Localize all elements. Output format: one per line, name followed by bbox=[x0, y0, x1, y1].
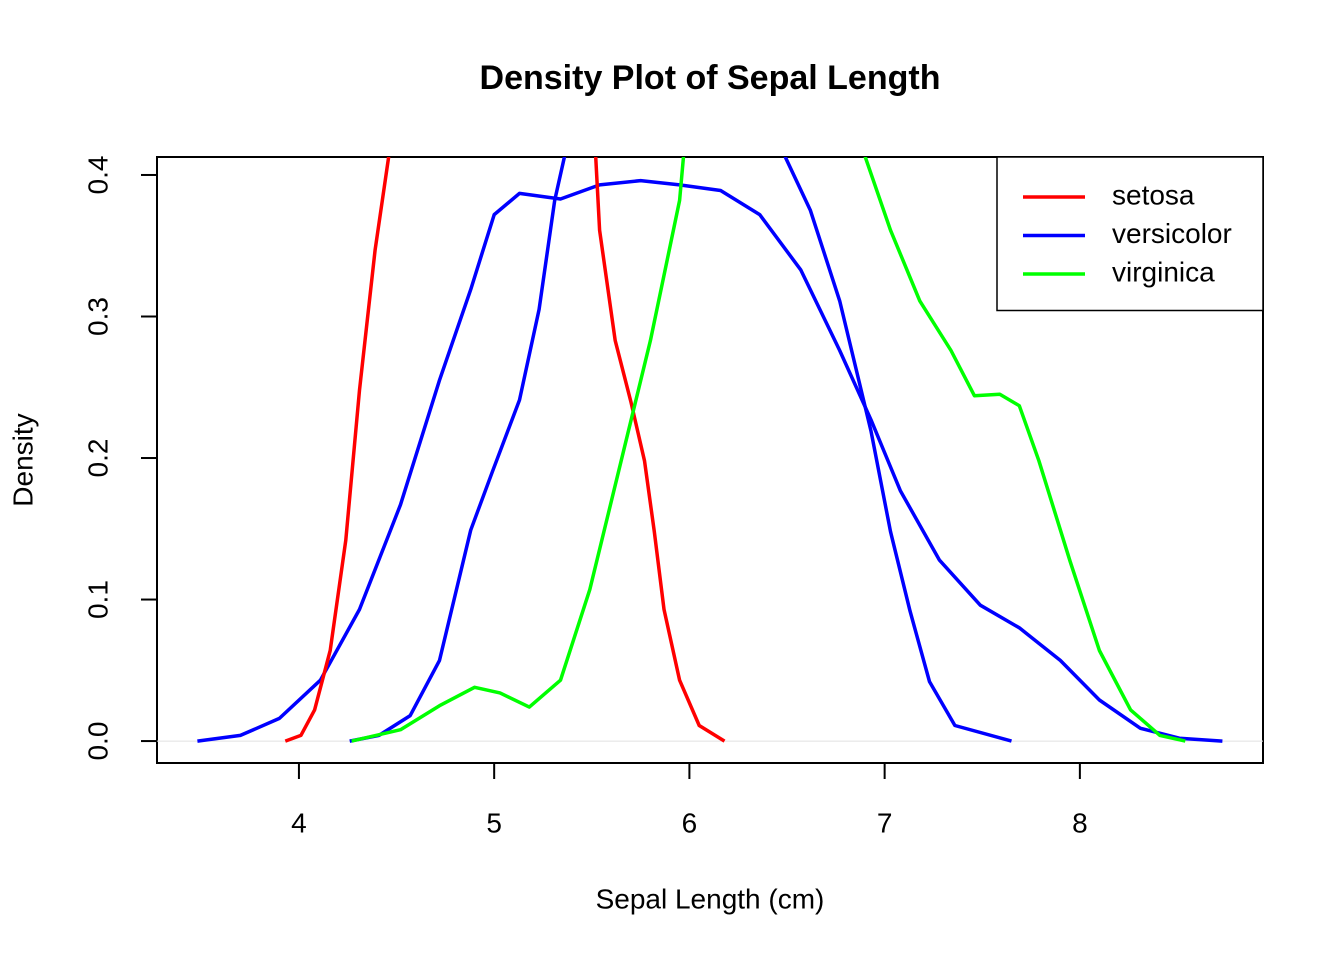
x-tick-label: 7 bbox=[877, 807, 893, 838]
density-line bbox=[351, 157, 1186, 743]
y-axis-label: Density bbox=[7, 413, 38, 506]
legend-label: versicolor bbox=[1112, 218, 1232, 249]
plot-frame bbox=[156, 156, 1264, 764]
x-tick-label: 6 bbox=[682, 807, 698, 838]
legend-label: virginica bbox=[1112, 256, 1215, 287]
y-tick-label: 0.1 bbox=[82, 580, 113, 619]
y-tick-label: 0.2 bbox=[82, 439, 113, 478]
y-tick-label: 0.4 bbox=[82, 156, 113, 195]
density-line bbox=[197, 178, 1223, 743]
y-tick-label: 0.0 bbox=[82, 722, 113, 761]
x-tick-label: 4 bbox=[291, 807, 307, 838]
legend-label: setosa bbox=[1112, 179, 1195, 210]
density-line bbox=[349, 157, 1012, 743]
x-tick-label: 8 bbox=[1072, 807, 1088, 838]
plot-area bbox=[197, 157, 1223, 743]
density-line bbox=[284, 157, 726, 743]
x-tick-label: 5 bbox=[486, 807, 502, 838]
x-axis-label: Sepal Length (cm) bbox=[596, 883, 825, 914]
chart-title: Density Plot of Sepal Length bbox=[480, 59, 941, 97]
y-tick-label: 0.3 bbox=[82, 297, 113, 336]
